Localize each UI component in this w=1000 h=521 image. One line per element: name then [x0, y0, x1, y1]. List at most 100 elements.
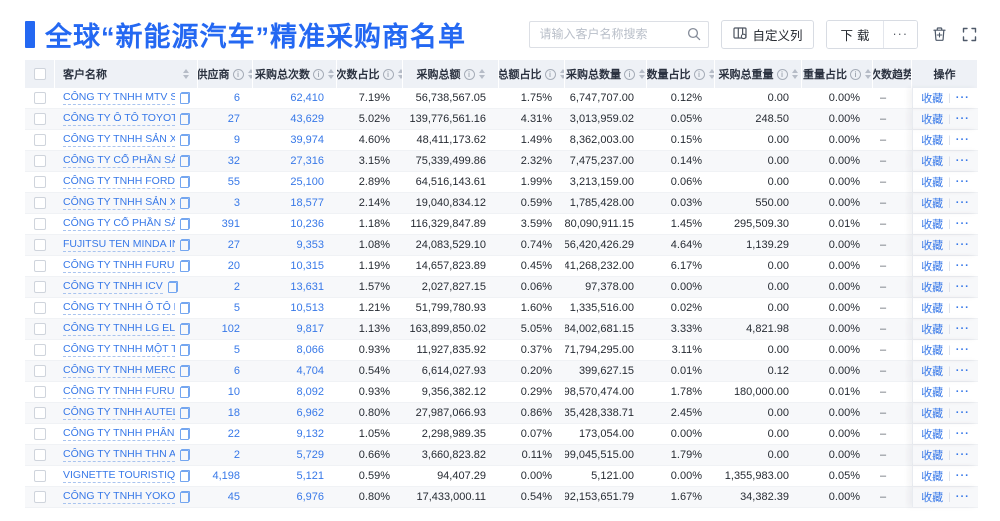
favorite-action[interactable]: 收藏: [921, 198, 944, 210]
row-checkbox[interactable]: [34, 113, 46, 125]
sort-icon[interactable]: [865, 69, 871, 79]
customer-name-link[interactable]: CÔNG TY TNHH AUTEL VIỆT N...: [63, 406, 175, 420]
info-icon[interactable]: i: [776, 68, 788, 80]
favorite-action[interactable]: 收藏: [921, 408, 944, 420]
customer-name-link[interactable]: CÔNG TY TNHH FURUKAWA A...: [63, 259, 175, 273]
favorite-action[interactable]: 收藏: [921, 240, 944, 252]
cell-supplier[interactable]: 27: [227, 239, 240, 251]
info-icon[interactable]: i: [850, 68, 861, 80]
fullscreen-icon[interactable]: [960, 25, 978, 43]
copy-icon[interactable]: [180, 365, 190, 377]
more-actions[interactable]: ···: [955, 386, 970, 398]
cell-supplier[interactable]: 4,198: [212, 470, 240, 482]
cell-times[interactable]: 5,121: [296, 470, 324, 482]
customer-name-link[interactable]: CÔNG TY TNHH SẢN XUẤT VÀ ...: [63, 133, 175, 147]
more-actions[interactable]: ···: [955, 491, 970, 503]
copy-icon[interactable]: [180, 470, 190, 482]
cell-times[interactable]: 9,817: [296, 323, 324, 335]
copy-icon[interactable]: [167, 281, 178, 293]
cell-supplier[interactable]: 22: [227, 428, 240, 440]
more-actions[interactable]: ···: [955, 428, 970, 440]
cell-supplier[interactable]: 55: [227, 176, 240, 188]
customer-name-link[interactable]: CÔNG TY TNHH SẢN XUẤT VÀ ...: [63, 196, 175, 210]
trash-icon[interactable]: [930, 25, 948, 43]
cell-supplier[interactable]: 45: [227, 491, 240, 503]
more-actions[interactable]: ···: [955, 92, 970, 104]
cell-times[interactable]: 10,236: [290, 218, 324, 230]
cell-times[interactable]: 10,315: [290, 260, 324, 272]
more-actions[interactable]: ···: [955, 302, 970, 314]
sort-icon[interactable]: [328, 69, 334, 79]
customer-name-link[interactable]: CÔNG TY CỔ PHẦN SẢN XUẤT...: [63, 154, 175, 168]
cell-supplier[interactable]: 3: [233, 197, 240, 209]
cell-times[interactable]: 6,962: [296, 407, 324, 419]
cell-supplier[interactable]: 2: [233, 449, 240, 461]
cell-times[interactable]: 9,132: [296, 428, 324, 440]
cell-times[interactable]: 25,100: [290, 176, 324, 188]
row-checkbox[interactable]: [34, 302, 46, 314]
copy-icon[interactable]: [180, 113, 190, 125]
more-actions[interactable]: ···: [955, 260, 970, 272]
customer-name-link[interactable]: CÔNG TY TNHH MERCEDES–B...: [63, 364, 175, 378]
copy-icon[interactable]: [180, 302, 190, 314]
row-checkbox[interactable]: [34, 449, 46, 461]
cell-times[interactable]: 27,316: [290, 155, 324, 167]
more-actions[interactable]: ···: [955, 176, 970, 188]
row-checkbox[interactable]: [34, 386, 46, 398]
cell-supplier[interactable]: 391: [221, 218, 240, 230]
sort-icon[interactable]: [559, 69, 564, 79]
copy-icon[interactable]: [180, 407, 190, 419]
more-actions[interactable]: ···: [955, 239, 970, 251]
copy-icon[interactable]: [180, 92, 190, 104]
cell-times[interactable]: 8,092: [296, 386, 324, 398]
copy-icon[interactable]: [180, 197, 190, 209]
row-checkbox[interactable]: [34, 344, 46, 356]
sort-icon[interactable]: [639, 69, 645, 79]
sort-icon[interactable]: [708, 69, 714, 79]
more-actions[interactable]: ···: [955, 218, 970, 230]
cell-supplier[interactable]: 6: [233, 92, 240, 104]
row-checkbox[interactable]: [34, 197, 46, 209]
favorite-action[interactable]: 收藏: [921, 450, 944, 462]
favorite-action[interactable]: 收藏: [921, 156, 944, 168]
copy-icon[interactable]: [180, 218, 190, 230]
cell-times[interactable]: 4,704: [296, 365, 324, 377]
customer-name-link[interactable]: VIGNETTE TOURISTIQUE G UNI...: [63, 469, 175, 483]
row-checkbox[interactable]: [34, 176, 46, 188]
cell-times[interactable]: 43,629: [290, 113, 324, 125]
customer-name-link[interactable]: CÔNG TY TNHH YOKOWO VIỆT...: [63, 490, 175, 504]
search-icon[interactable]: [687, 27, 701, 41]
cell-supplier[interactable]: 32: [227, 155, 240, 167]
more-actions[interactable]: ···: [955, 344, 970, 356]
copy-icon[interactable]: [180, 134, 190, 146]
download-button[interactable]: 下载: [827, 20, 883, 48]
row-checkbox[interactable]: [34, 407, 46, 419]
row-checkbox[interactable]: [34, 155, 46, 167]
copy-icon[interactable]: [180, 344, 190, 356]
customer-name-link[interactable]: CÔNG TY TNHH MỘT THÀNH V...: [63, 343, 175, 357]
favorite-action[interactable]: 收藏: [921, 177, 944, 189]
favorite-action[interactable]: 收藏: [921, 282, 944, 294]
sort-icon[interactable]: [791, 69, 798, 79]
info-icon[interactable]: i: [463, 68, 475, 80]
row-checkbox[interactable]: [34, 491, 46, 503]
copy-icon[interactable]: [180, 428, 190, 440]
more-actions[interactable]: ···: [955, 134, 970, 146]
favorite-action[interactable]: 收藏: [921, 345, 944, 357]
download-more-button[interactable]: ···: [883, 20, 917, 48]
more-actions[interactable]: ···: [955, 155, 970, 167]
copy-icon[interactable]: [180, 491, 190, 503]
custom-columns-button[interactable]: 自定义列: [721, 19, 815, 49]
copy-icon[interactable]: [180, 323, 190, 335]
cell-supplier[interactable]: 9: [233, 134, 240, 146]
customer-name-link[interactable]: CÔNG TY TNHH MTV SẢN XUẤ...: [63, 91, 175, 105]
cell-supplier[interactable]: 102: [221, 323, 240, 335]
info-icon[interactable]: i: [624, 68, 635, 80]
customer-name-link[interactable]: CÔNG TY TNHH FORD VIỆT NAM: [63, 175, 175, 189]
favorite-action[interactable]: 收藏: [921, 303, 944, 315]
copy-icon[interactable]: [180, 260, 190, 272]
customer-name-link[interactable]: CÔNG TY TNHH THN AUTOPAR...: [63, 448, 175, 462]
cell-times[interactable]: 62,410: [290, 92, 324, 104]
customer-name-link[interactable]: CÔNG TY Ô TÔ TOYOTA VIỆT ...: [63, 112, 175, 126]
select-all-checkbox[interactable]: [33, 68, 46, 80]
